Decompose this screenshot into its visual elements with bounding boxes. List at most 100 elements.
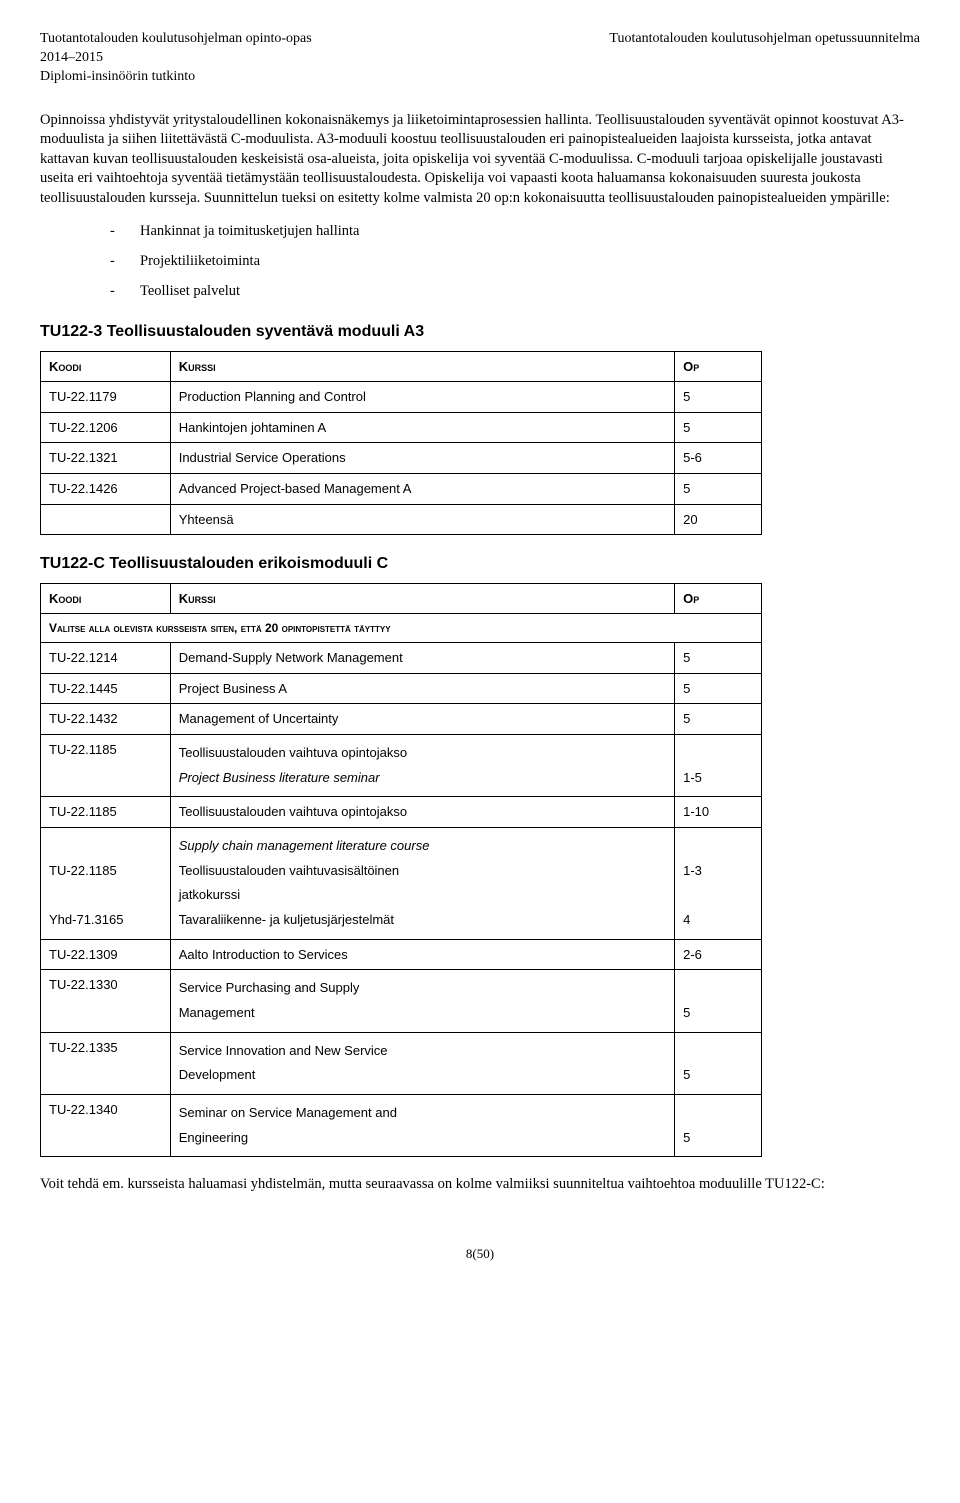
header-left: Tuotantotalouden koulutusohjelman opinto…	[40, 30, 312, 87]
table-header-row: Koodi Kurssi Op	[41, 351, 762, 382]
table-row: TU-22.1432 Management of Uncertainty 5	[41, 704, 762, 735]
cell-op: 2-6	[675, 939, 761, 970]
cell-code: TU-22.1185 Yhd-71.3165	[41, 827, 171, 939]
cell-course: Service Innovation and New Service Devel…	[170, 1032, 674, 1094]
cell-op: 5	[675, 382, 761, 413]
course-line: Teollisuustalouden vaihtuvasisältöinen	[179, 863, 399, 878]
table-row: TU-22.1426 Advanced Project-based Manage…	[41, 473, 762, 504]
cell-op: 5-6	[675, 443, 761, 474]
cell-empty	[41, 504, 171, 535]
page-header: Tuotantotalouden koulutusohjelman opinto…	[40, 30, 920, 87]
cell-course: Industrial Service Operations	[170, 443, 674, 474]
table2: Koodi Kurssi Op Valitse alla olevista ku…	[40, 583, 762, 1158]
cell-course: Demand-Supply Network Management	[170, 643, 674, 674]
op-value: 1-5	[683, 770, 702, 785]
bullet-item: Projektiliiketoiminta	[110, 252, 920, 272]
cell-code: TU-22.1214	[41, 643, 171, 674]
header-left-line3: Diplomi-insinöörin tutkinto	[40, 68, 312, 87]
col-code: Koodi	[41, 351, 171, 382]
course-line: Service Innovation and New Service	[179, 1043, 388, 1058]
cell-op: 5	[675, 704, 761, 735]
cell-course: Hankintojen johtaminen A	[170, 412, 674, 443]
cell-code: TU-22.1185	[41, 797, 171, 828]
intro-bullets: Hankinnat ja toimitusketjujen hallinta P…	[40, 222, 920, 301]
cell-op: 5	[675, 1032, 761, 1094]
op-value: 5	[683, 1005, 690, 1020]
page-footer: 8(50)	[40, 1245, 920, 1263]
cell-op: 1-10	[675, 797, 761, 828]
op-value: 1-3	[683, 863, 702, 878]
course-line: Service Purchasing and Supply	[179, 980, 360, 995]
cell-note: Valitse alla olevista kursseista siten, …	[41, 614, 762, 643]
cell-course: Teollisuustalouden vaihtuva opintojakso	[170, 797, 674, 828]
header-left-line1: Tuotantotalouden koulutusohjelman opinto…	[40, 30, 312, 49]
course-line: Seminar on Service Management and	[179, 1105, 397, 1120]
table-row: TU-22.1335 Service Innovation and New Se…	[41, 1032, 762, 1094]
table-row: TU-22.1321 Industrial Service Operations…	[41, 443, 762, 474]
table-row: TU-22.1214 Demand-Supply Network Managem…	[41, 643, 762, 674]
cell-code: TU-22.1426	[41, 473, 171, 504]
bullet-item: Hankinnat ja toimitusketjujen hallinta	[110, 222, 920, 242]
op-value: 5	[683, 1130, 690, 1145]
col-op: Op	[675, 351, 761, 382]
table-row: TU-22.1340 Seminar on Service Management…	[41, 1094, 762, 1156]
table-row: TU-22.1309 Aalto Introduction to Service…	[41, 939, 762, 970]
cell-course: Management of Uncertainty	[170, 704, 674, 735]
course-line: jatkokurssi	[179, 887, 240, 902]
cell-code: TU-22.1340	[41, 1094, 171, 1156]
table-row: TU-22.1206 Hankintojen johtaminen A 5	[41, 412, 762, 443]
cell-course: Aalto Introduction to Services	[170, 939, 674, 970]
table-row: TU-22.1185 Teollisuustalouden vaihtuva o…	[41, 735, 762, 797]
op-value: 4	[683, 912, 690, 927]
cell-course: Service Purchasing and Supply Management	[170, 970, 674, 1032]
table-note-row: Valitse alla olevista kursseista siten, …	[41, 614, 762, 643]
course-line: Teollisuustalouden vaihtuva opintojakso	[179, 745, 407, 760]
course-line: Management	[179, 1005, 255, 1020]
table1-heading: TU122-3 Teollisuustalouden syventävä mod…	[40, 321, 920, 343]
cell-op: 5	[675, 673, 761, 704]
table-header-row: Koodi Kurssi Op	[41, 583, 762, 614]
closing-paragraph: Voit tehdä em. kursseista haluamasi yhdi…	[40, 1175, 920, 1195]
col-course: Kurssi	[170, 351, 674, 382]
cell-code: TU-22.1309	[41, 939, 171, 970]
table-row: TU-22.1185 Yhd-71.3165 Supply chain mana…	[41, 827, 762, 939]
cell-code: TU-22.1335	[41, 1032, 171, 1094]
bullet-item: Teolliset palvelut	[110, 282, 920, 302]
cell-code: TU-22.1321	[41, 443, 171, 474]
cell-op: 1-3 4	[675, 827, 761, 939]
cell-code: TU-22.1179	[41, 382, 171, 413]
course-line: Engineering	[179, 1130, 248, 1145]
op-value: 5	[683, 1067, 690, 1082]
cell-op: 5	[675, 970, 761, 1032]
cell-course: Teollisuustalouden vaihtuva opintojakso …	[170, 735, 674, 797]
intro-paragraph: Opinnoissa yhdistyvät yritystaloudelline…	[40, 111, 920, 209]
cell-op: 5	[675, 412, 761, 443]
cell-course: Supply chain management literature cours…	[170, 827, 674, 939]
table2-heading: TU122-C Teollisuustalouden erikoismoduul…	[40, 553, 920, 575]
cell-code: TU-22.1185	[41, 735, 171, 797]
course-line: Project Business literature seminar	[179, 770, 380, 785]
cell-op: 5	[675, 643, 761, 674]
col-course: Kurssi	[170, 583, 674, 614]
header-left-line2: 2014–2015	[40, 49, 312, 68]
cell-code: TU-22.1445	[41, 673, 171, 704]
table-total-row: Yhteensä 20	[41, 504, 762, 535]
cell-course: Advanced Project-based Management A	[170, 473, 674, 504]
cell-course: Project Business A	[170, 673, 674, 704]
course-line: Tavaraliikenne- ja kuljetusjärjestelmät	[179, 912, 394, 927]
table-row: TU-22.1179 Production Planning and Contr…	[41, 382, 762, 413]
header-right-line1: Tuotantotalouden koulutusohjelman opetus…	[609, 30, 920, 49]
course-line: Supply chain management literature cours…	[179, 838, 430, 853]
table-row: TU-22.1330 Service Purchasing and Supply…	[41, 970, 762, 1032]
table-row: TU-22.1445 Project Business A 5	[41, 673, 762, 704]
code-line: Yhd-71.3165	[49, 912, 123, 927]
cell-course: Production Planning and Control	[170, 382, 674, 413]
course-line: Development	[179, 1067, 256, 1082]
cell-total-label: Yhteensä	[170, 504, 674, 535]
cell-total-value: 20	[675, 504, 761, 535]
cell-op: 1-5	[675, 735, 761, 797]
cell-op: 5	[675, 473, 761, 504]
col-code: Koodi	[41, 583, 171, 614]
cell-code: TU-22.1206	[41, 412, 171, 443]
col-op: Op	[675, 583, 761, 614]
